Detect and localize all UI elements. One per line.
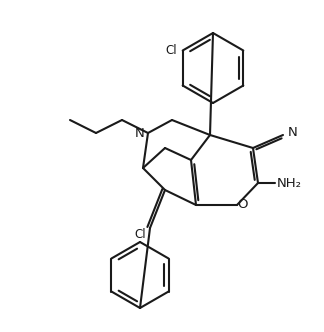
Text: Cl: Cl <box>165 44 177 57</box>
Text: Cl: Cl <box>134 227 146 240</box>
Text: O: O <box>238 199 248 211</box>
Text: NH₂: NH₂ <box>276 177 302 190</box>
Text: N: N <box>288 125 298 138</box>
Text: N: N <box>135 126 145 139</box>
